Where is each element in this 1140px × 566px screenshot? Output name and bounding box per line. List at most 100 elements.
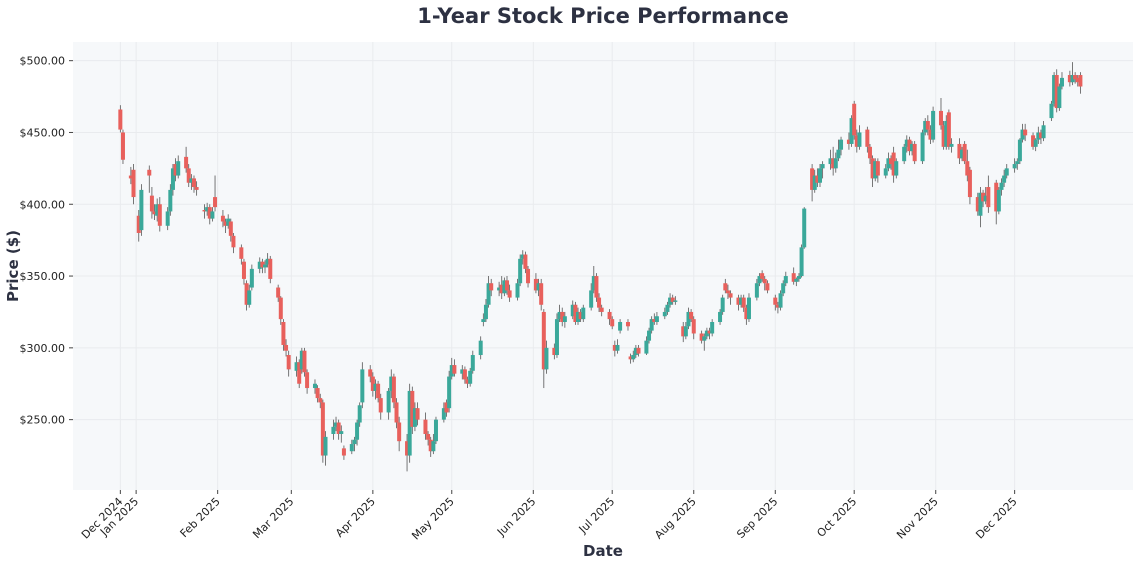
candle-body: [949, 143, 954, 147]
candle: [965, 149, 970, 182]
candle: [205, 202, 210, 216]
candle: [249, 264, 254, 291]
candle-body: [691, 319, 696, 334]
candle: [938, 98, 943, 130]
candle: [147, 165, 152, 193]
candle: [668, 293, 673, 308]
candle: [944, 115, 949, 150]
x-axis-label: Date: [583, 542, 623, 560]
candle: [186, 164, 191, 188]
candle-body: [184, 156, 189, 169]
candle-body: [802, 208, 807, 248]
candle-body: [683, 326, 688, 337]
candle: [817, 164, 822, 188]
candle-body: [268, 258, 273, 279]
candle-body: [244, 283, 249, 305]
candle-body: [960, 149, 965, 159]
candle: [762, 276, 767, 291]
candle: [1015, 158, 1020, 170]
candle-body: [781, 283, 786, 294]
candle: [389, 369, 394, 399]
candle-body: [1054, 75, 1059, 109]
candle-body: [889, 158, 894, 165]
candle: [1073, 72, 1078, 84]
candle: [228, 218, 233, 242]
candle: [894, 158, 899, 179]
candle: [594, 273, 599, 302]
candle: [846, 132, 851, 150]
candle-body: [1052, 75, 1057, 104]
candle: [539, 278, 544, 311]
candle-body: [891, 152, 896, 176]
candle-body: [189, 178, 194, 183]
candle-body: [223, 221, 228, 226]
candle-body: [741, 297, 746, 308]
candle: [773, 294, 778, 311]
candle: [833, 152, 838, 173]
x-tick-label: Jun 2025: [494, 495, 538, 539]
candle: [578, 309, 583, 322]
candle-body: [986, 187, 991, 208]
candle: [386, 388, 391, 420]
candle-body: [355, 422, 360, 440]
candle-body: [817, 168, 822, 183]
candle: [302, 347, 307, 377]
candle-body: [128, 175, 133, 179]
candle-body: [999, 182, 1004, 190]
candle: [928, 125, 933, 144]
candle: [207, 204, 212, 225]
candle-body: [265, 258, 270, 265]
candle-body: [428, 439, 433, 452]
candle-body: [1038, 132, 1043, 139]
candle: [184, 146, 189, 173]
candle: [433, 416, 438, 445]
candle-body: [1075, 77, 1080, 83]
candle-body: [478, 340, 483, 356]
candle-body: [278, 297, 283, 320]
candle-body: [228, 221, 233, 236]
candle: [702, 333, 707, 351]
candle: [131, 164, 136, 205]
candle-body: [539, 283, 544, 305]
candle: [210, 207, 215, 222]
candle: [883, 164, 888, 179]
candle: [670, 294, 675, 305]
candle: [536, 278, 541, 297]
candle-body: [412, 408, 417, 427]
candle-body: [962, 143, 967, 162]
candle: [828, 149, 833, 170]
candle-body: [452, 365, 457, 374]
candle-body: [241, 261, 246, 279]
candle: [704, 327, 709, 340]
candle: [441, 402, 446, 423]
candle: [533, 273, 538, 294]
candle-body: [1002, 175, 1007, 183]
candle: [996, 187, 1001, 215]
candle: [447, 370, 452, 413]
candle-body: [302, 350, 307, 373]
candle: [839, 136, 844, 156]
x-tick-label: May 2025: [409, 495, 457, 543]
candle-body: [910, 143, 915, 152]
candle-body: [191, 178, 196, 188]
candle: [831, 146, 836, 176]
candle: [423, 412, 428, 440]
x-tick-label: Jul 2025: [576, 495, 618, 537]
candle-body: [149, 195, 154, 212]
candle: [910, 141, 915, 156]
candle-body: [615, 344, 620, 351]
candle-body: [857, 132, 862, 147]
candle: [760, 270, 765, 282]
candle: [373, 379, 378, 400]
candle-body: [894, 161, 899, 176]
candle: [1020, 123, 1025, 143]
candle: [155, 198, 160, 222]
candle: [407, 383, 412, 463]
candle: [591, 266, 596, 294]
candle-body: [257, 261, 262, 269]
candle: [781, 280, 786, 297]
candle: [631, 350, 636, 363]
candle: [783, 271, 788, 287]
candle: [355, 419, 360, 446]
candle-body: [689, 311, 694, 320]
